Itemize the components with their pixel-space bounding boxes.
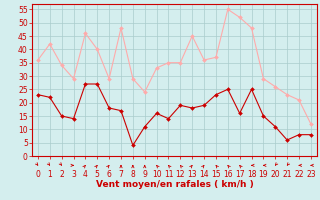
X-axis label: Vent moyen/en rafales ( km/h ): Vent moyen/en rafales ( km/h ) [96,180,253,189]
